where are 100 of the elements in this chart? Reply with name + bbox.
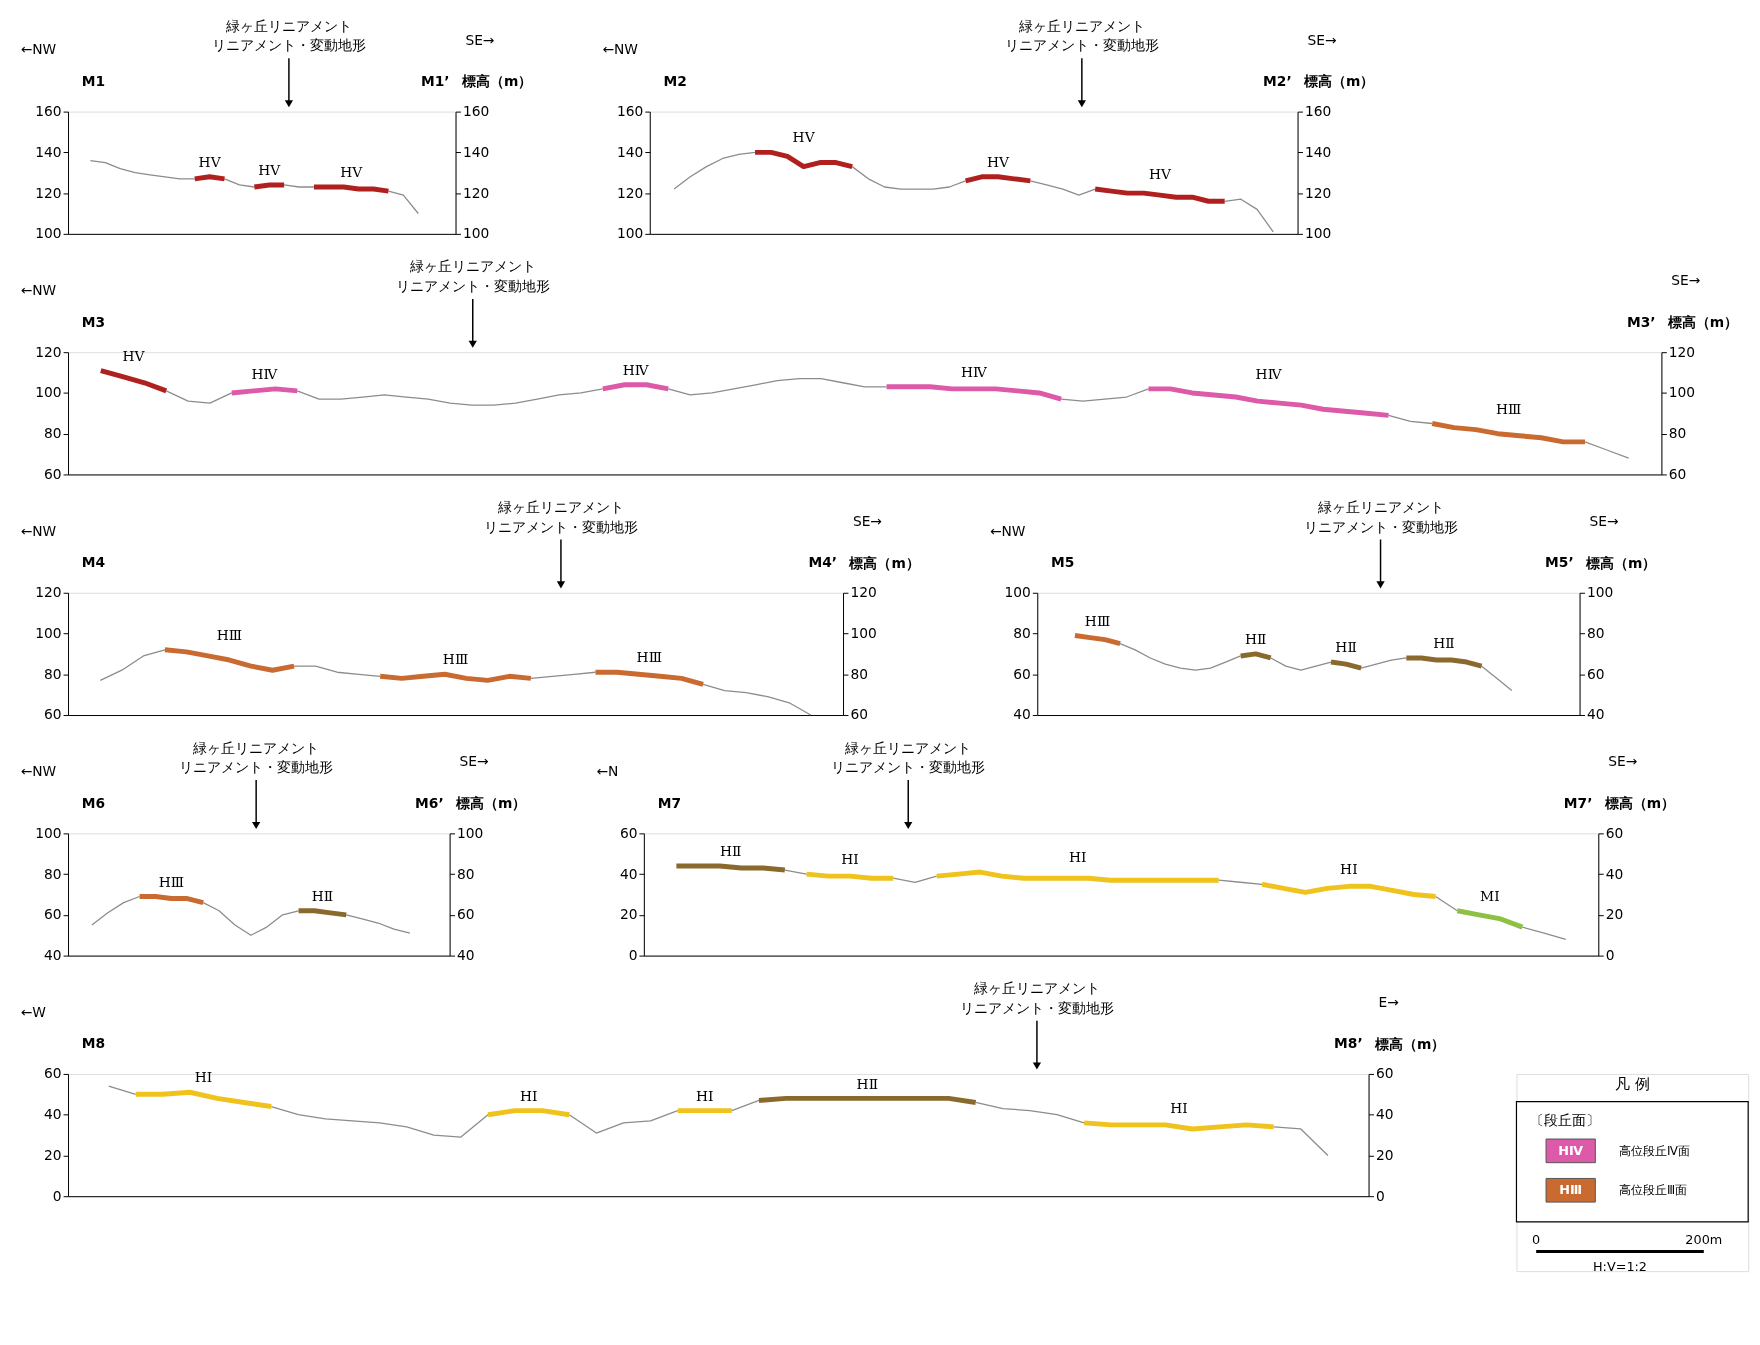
series-label: HⅢ [1495, 400, 1522, 417]
text: M7’ [1563, 794, 1593, 811]
text: 緑ヶ丘リニアメント [972, 980, 1100, 997]
text: 200m [1685, 1231, 1723, 1247]
text: リニアメント・変動地形 [1004, 37, 1159, 54]
text: M1 [81, 72, 106, 89]
y2-tick-label: 100 [462, 225, 490, 242]
text: HⅠ [194, 1069, 213, 1086]
y-tick-label: 120 [35, 584, 62, 601]
y2-tick-label: 100 [1586, 584, 1614, 601]
y-tick-label: 160 [617, 103, 644, 120]
series-label: HⅢ [1084, 612, 1111, 629]
text: リニアメント・変動地形 [1303, 518, 1458, 535]
text: M6’ [415, 794, 444, 811]
y2-tick-label: 120 [1304, 184, 1332, 201]
y2-tick-label: 40 [1586, 706, 1605, 723]
series-label: HⅢ [158, 873, 185, 890]
series-label: HⅡ [311, 887, 334, 904]
y-tick-label: 80 [44, 865, 62, 882]
series-label: HⅡ [1335, 639, 1357, 656]
y2-tick-label: 80 [1586, 624, 1605, 641]
text: M6 [81, 794, 106, 811]
y2-tick-label: 60 [1605, 824, 1624, 841]
y-tick-label: 60 [44, 1065, 62, 1082]
text: M4’ [808, 554, 838, 571]
y-tick-label: 100 [35, 624, 62, 641]
y2-tick-label: 120 [1668, 343, 1696, 360]
text: HⅠ [841, 851, 859, 868]
text: M4 [81, 554, 106, 571]
line-series [1429, 421, 1588, 445]
text: リニアメント・変動地形 [211, 37, 366, 54]
text: HⅠ [1068, 849, 1087, 866]
y2-tick-label: 80 [850, 665, 868, 682]
y2-tick-label: 80 [457, 865, 475, 882]
y2-axis-title: 標高（m） [1584, 554, 1657, 571]
series-label: HⅡ [856, 1075, 879, 1092]
y-tick-label: 0 [52, 1187, 62, 1204]
y2-tick-label: 20 [1375, 1146, 1394, 1163]
y2-axis-title: 標高（m） [455, 795, 527, 812]
text: HⅢ [636, 649, 662, 666]
text: 緑ヶ丘リニアメント [408, 258, 536, 275]
series-label: HⅠ [519, 1087, 538, 1104]
y2-axis-title: 標高（m） [1666, 314, 1739, 331]
y-tick-label: 40 [1013, 706, 1031, 723]
line-series [1454, 908, 1525, 930]
y2-tick-label: 0 [1375, 1187, 1385, 1204]
text: リニアメント・変動地形 [959, 999, 1114, 1016]
text: 緑ヶ丘リニアメント [844, 739, 972, 756]
y2-tick-label: 120 [850, 584, 877, 601]
y-tick-label: 60 [44, 906, 62, 923]
text: SE→ [1589, 512, 1619, 529]
text: H:V=1:2 [1592, 1259, 1647, 1275]
y2-axis-title: 標高（m） [1302, 73, 1375, 90]
y-tick-label: 80 [1013, 624, 1031, 641]
text: 緑ヶ丘リニアメント [1316, 498, 1444, 515]
y2-tick-label: 40 [457, 947, 475, 964]
y-tick-label: 100 [35, 824, 62, 841]
y-tick-label: 40 [44, 1106, 62, 1123]
y2-tick-label: 100 [1668, 384, 1696, 401]
text: HⅡ [1433, 635, 1455, 652]
y2-tick-label: 120 [462, 184, 490, 201]
text: 緑ヶ丘リニアメント [192, 739, 320, 756]
y-tick-label: 140 [617, 143, 644, 160]
y2-tick-label: 60 [1586, 665, 1605, 682]
line-series [98, 368, 169, 394]
text: 0 [1532, 1231, 1541, 1247]
text: M7 [657, 794, 681, 811]
y-tick-label: 80 [44, 665, 62, 682]
text: M1’ [421, 72, 450, 89]
text: HⅠ [696, 1087, 714, 1104]
text: M8’ [1334, 1035, 1363, 1052]
text: 凡 例 [1614, 1074, 1650, 1092]
category-label: HⅣ [1558, 1142, 1584, 1158]
series-label: HⅣ [251, 366, 278, 383]
text: SE→ [1307, 31, 1337, 48]
text: 緑ヶ丘リニアメント [1017, 17, 1145, 34]
y2-tick-label: 100 [457, 824, 484, 841]
y-tick-label: 160 [35, 103, 62, 120]
y-tick-label: 0 [628, 947, 638, 964]
y2-tick-label: 160 [462, 103, 490, 120]
text: HⅣ [622, 361, 649, 378]
text: ←NW [20, 41, 57, 58]
y-tick-label: 100 [35, 225, 62, 242]
text: HⅣ [1255, 366, 1282, 383]
text: ←NW [20, 282, 57, 298]
y-tick-label: 140 [35, 143, 62, 160]
y2-tick-label: 60 [457, 906, 475, 923]
text: M2’ [1263, 72, 1292, 89]
series-label: MⅠ [1480, 887, 1500, 904]
series-label: HⅤ [986, 153, 1010, 170]
text: M3 [81, 313, 106, 330]
y2-axis-title: 標高（m） [1373, 1035, 1446, 1052]
y-tick-label: 120 [35, 343, 62, 360]
text: ←NW [20, 522, 57, 539]
text: SE→ [1671, 272, 1701, 289]
y-tick-label: 20 [44, 1146, 62, 1163]
y-tick-label: 80 [44, 425, 62, 442]
text: M3’ [1626, 313, 1656, 330]
y2-tick-label: 100 [1304, 225, 1332, 242]
y2-tick-label: 60 [850, 706, 868, 723]
